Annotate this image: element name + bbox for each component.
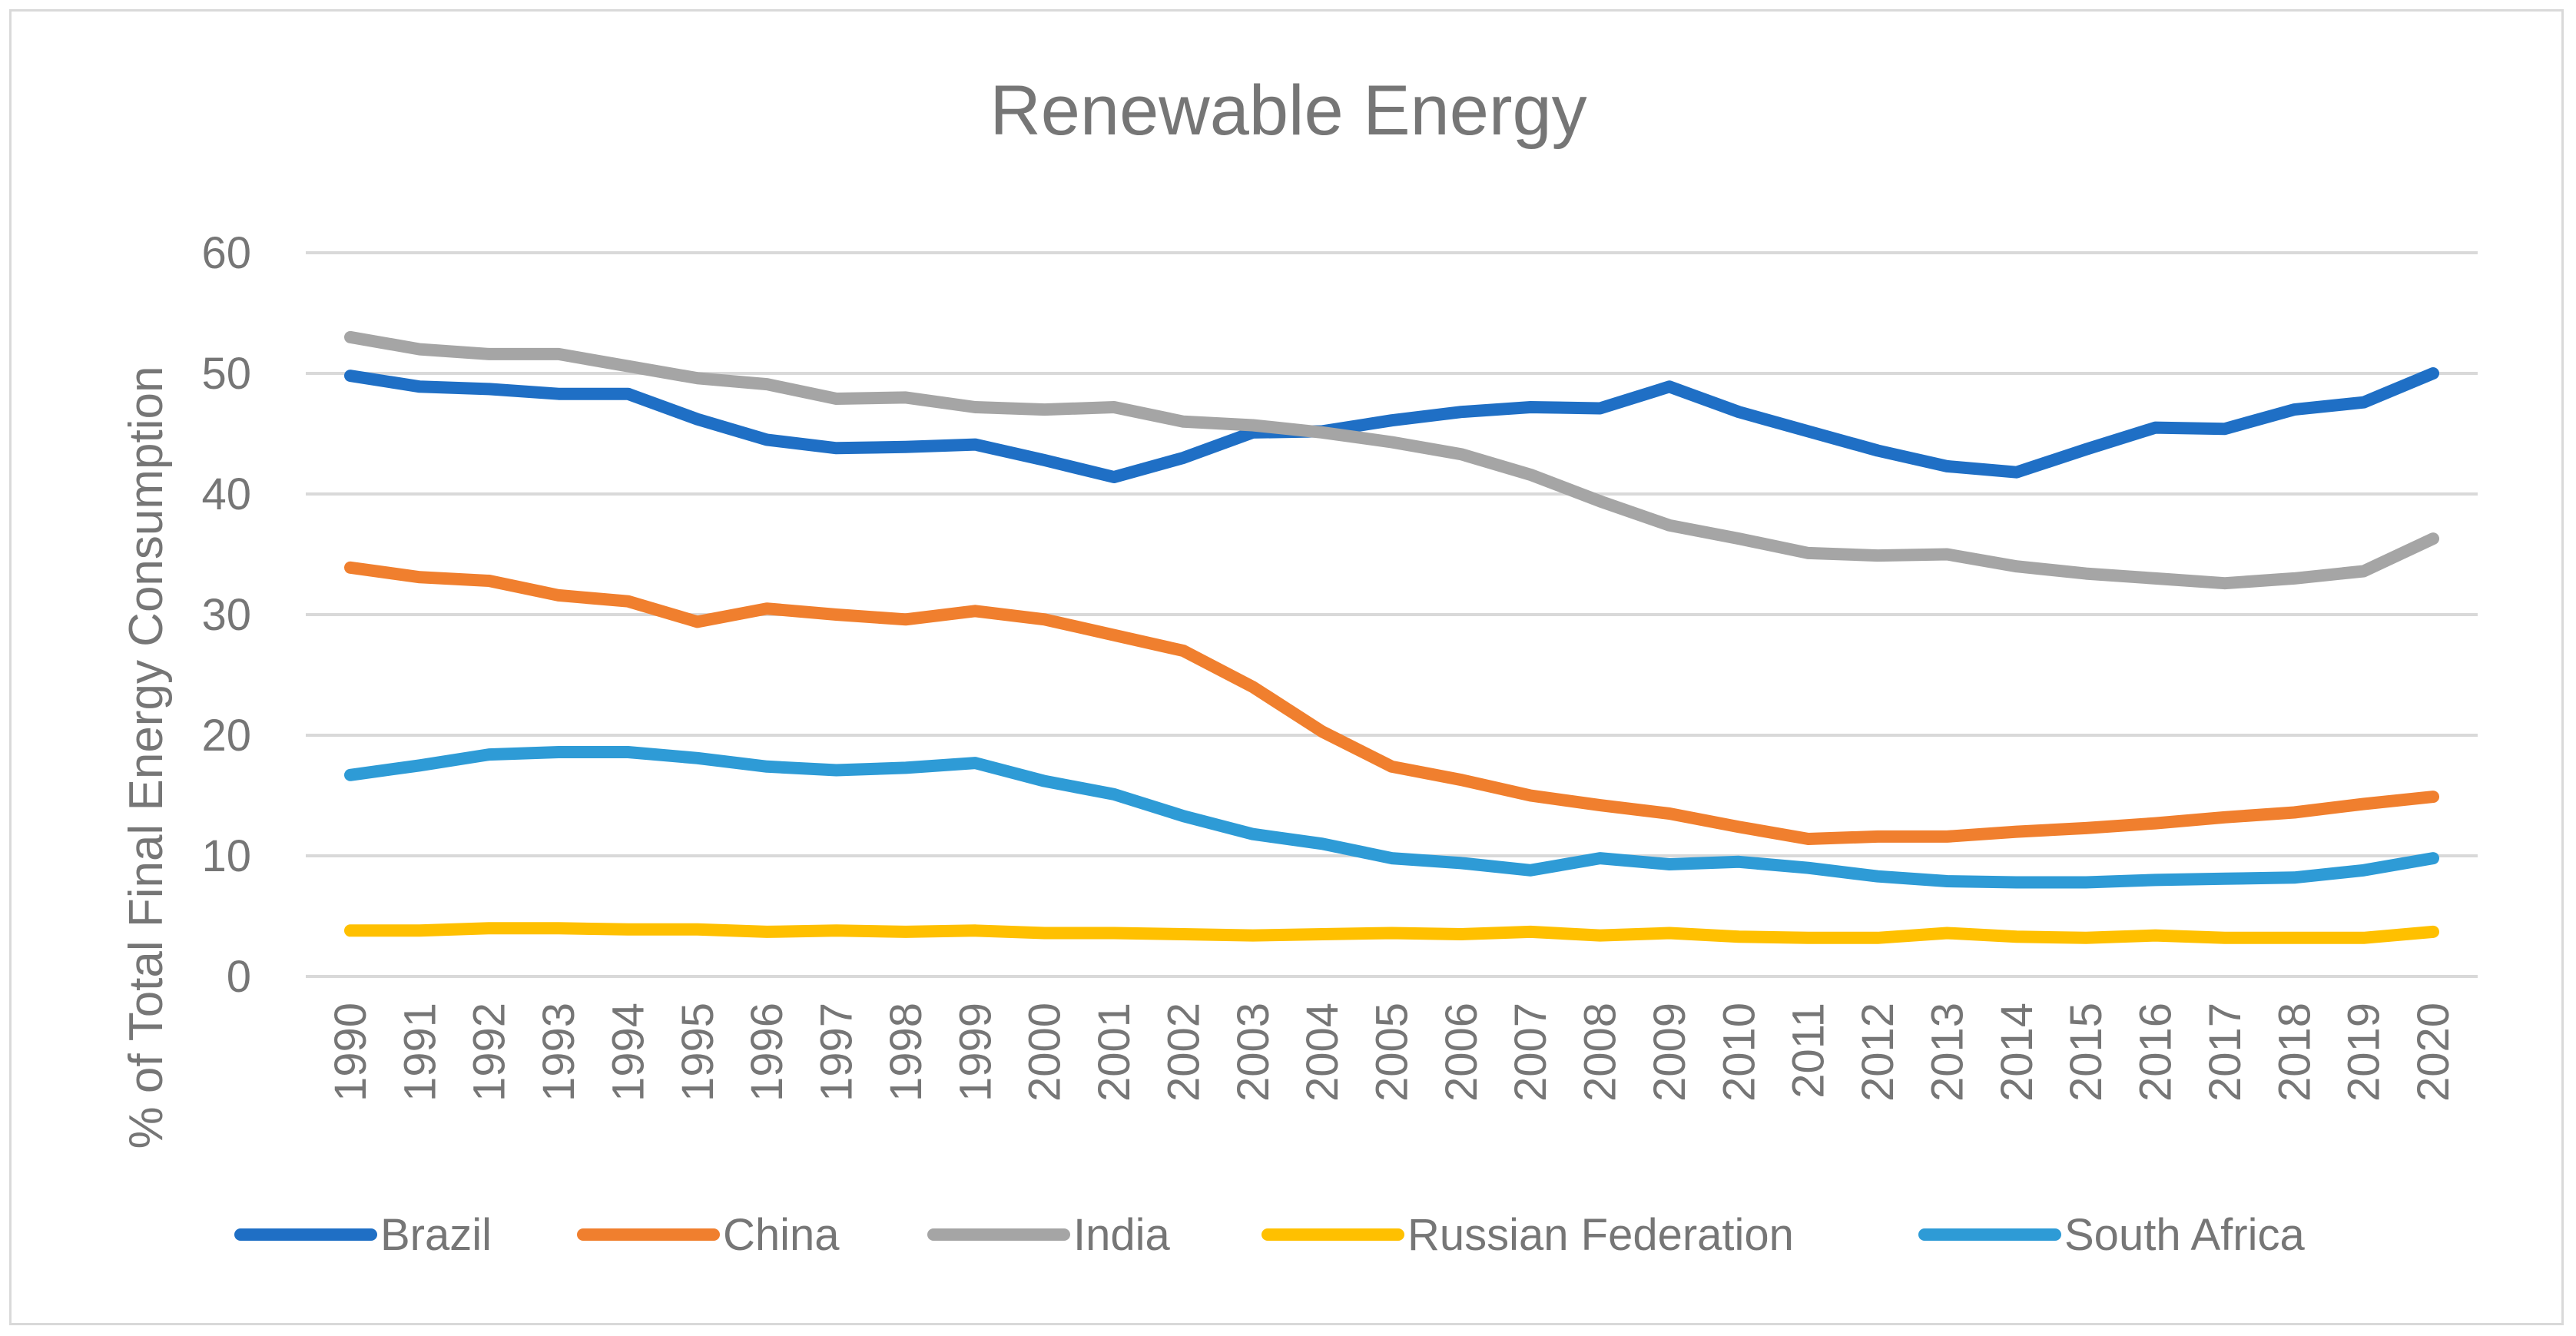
x-tick-label: 1998 (881, 1003, 931, 1102)
x-tick-label: 2008 (1576, 1003, 1626, 1102)
x-tick-label: 2002 (1159, 1003, 1208, 1102)
x-tick-label: 2014 (1992, 1003, 2042, 1102)
x-tick-label: 2006 (1437, 1003, 1487, 1102)
x-tick-label: 2005 (1368, 1003, 1417, 1102)
x-axis-ticks: 1990 1991 1992 1993 1994 1995 1996 1997 1998 1999… (326, 1003, 2458, 1102)
x-tick-label: 2018 (2269, 1003, 2319, 1102)
x-tick-label: 2012 (1853, 1003, 1903, 1102)
x-tick-label: 2004 (1298, 1003, 1348, 1102)
legend-label: India (1073, 1210, 1171, 1260)
series-lines (344, 330, 2439, 944)
x-tick-label: 2009 (1645, 1003, 1695, 1102)
legend-label: China (723, 1210, 840, 1260)
series-line-russian-federation (344, 922, 2439, 944)
x-tick-label: 1992 (465, 1003, 515, 1102)
x-tick-label: 2007 (1506, 1003, 1556, 1102)
y-tick-label: 20 (201, 711, 251, 761)
x-tick-label: 2019 (2339, 1003, 2389, 1102)
chart-title: Renewable Energy (990, 71, 1586, 150)
x-tick-label: 2013 (1922, 1003, 1972, 1102)
x-tick-label: 2010 (1714, 1003, 1764, 1102)
y-axis-ticks: 0 10 20 30 40 50 60 (201, 228, 251, 1002)
x-tick-label: 2020 (2409, 1003, 2458, 1102)
x-tick-label: 1994 (603, 1003, 653, 1102)
legend-label: Russian Federation (1407, 1210, 1794, 1260)
y-tick-label: 0 (227, 952, 251, 1002)
x-tick-label: 2000 (1020, 1003, 1070, 1102)
x-tick-label: 2011 (1784, 1003, 1834, 1099)
legend-label: Brazil (380, 1210, 492, 1260)
x-tick-label: 1990 (326, 1003, 376, 1102)
y-tick-label: 10 (201, 831, 251, 881)
legend-label: South Africa (2064, 1210, 2305, 1260)
series-line-south-africa (344, 746, 2439, 889)
x-tick-label: 1995 (673, 1003, 723, 1102)
x-tick-label: 1996 (742, 1003, 792, 1102)
y-tick-label: 40 (201, 469, 251, 519)
series-line-china (344, 561, 2439, 845)
legend: Brazil China India Russian Federation South … (234, 1210, 2305, 1260)
series-line-brazil (344, 367, 2439, 483)
x-tick-label: 2001 (1089, 1003, 1139, 1102)
x-tick-label: 1997 (812, 1003, 862, 1102)
x-tick-label: 2015 (2061, 1003, 2111, 1102)
x-tick-label: 1999 (950, 1003, 1000, 1102)
y-axis-label: % of Total Final Energy Consumption (120, 366, 173, 1149)
y-tick-label: 60 (201, 228, 251, 278)
x-tick-label: 1991 (395, 1003, 445, 1102)
chart-frame: Renewable Energy 0 10 20 30 40 50 60 1990 1991 1… (9, 9, 2564, 1325)
x-tick-label: 1993 (534, 1003, 584, 1102)
x-tick-label: 2003 (1228, 1003, 1278, 1102)
x-tick-label: 2017 (2200, 1003, 2250, 1102)
y-tick-label: 30 (201, 590, 251, 640)
y-tick-label: 50 (201, 349, 251, 399)
series-line-india (344, 330, 2439, 590)
x-tick-label: 2016 (2131, 1003, 2181, 1102)
